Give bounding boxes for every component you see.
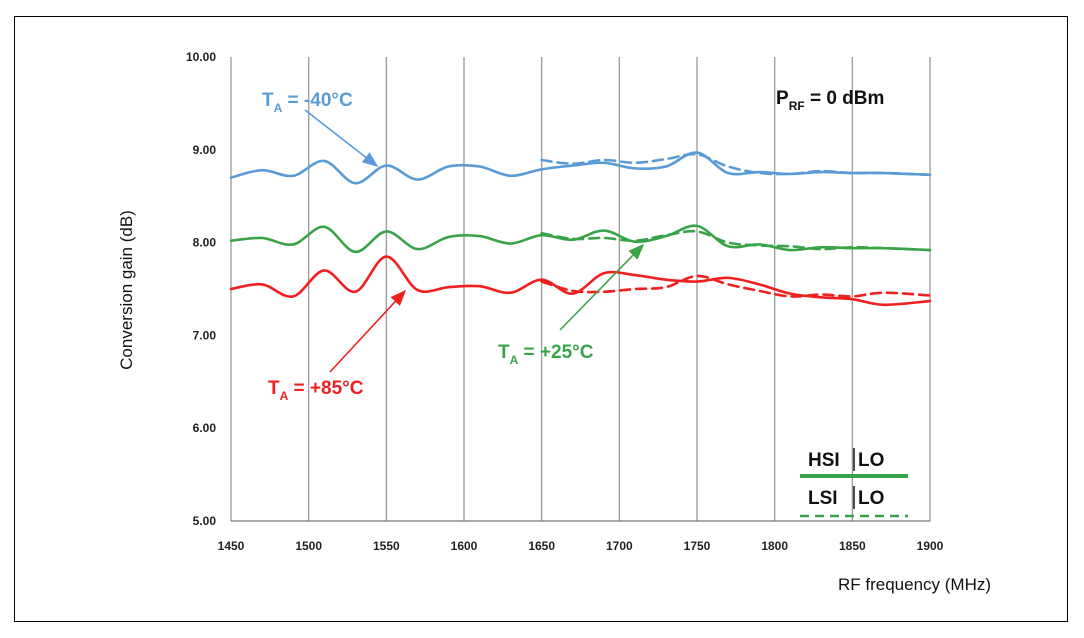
legend-solid-right: LO	[858, 450, 884, 471]
x-tick-label-2: 1550	[373, 539, 400, 553]
grid-lines	[230, 57, 931, 522]
y-tick-label-3: 8.00	[193, 236, 217, 250]
x-tick-labels: 1450 1500 1550 1600 1650 1700 1750 1800 1850 1900	[218, 539, 944, 553]
annotation-room: TA = +25°C	[498, 342, 594, 367]
x-tick-label-6: 1750	[684, 539, 711, 553]
arrow-room	[559, 243, 645, 331]
y-tick-label-1: 6.00	[193, 421, 217, 435]
series-cold-solid	[229, 151, 932, 185]
annotation-power: PRF = 0 dBm	[776, 88, 884, 113]
arrow-hot	[329, 289, 407, 373]
series-hot-dashed	[540, 274, 932, 298]
y-tick-label-5: 10.00	[186, 50, 216, 64]
x-tick-label-0: 1450	[218, 539, 245, 553]
annotation-cold: TA = -40°C	[262, 90, 353, 115]
y-tick-labels: 5.00 6.00 7.00 8.00 9.00 10.00	[186, 50, 216, 528]
series-hot-solid	[229, 255, 932, 307]
series-cold-dashed	[540, 152, 932, 177]
x-tick-label-7: 1800	[761, 539, 788, 553]
legend-dashed-right: LO	[858, 488, 884, 509]
x-tick-label-3: 1600	[451, 539, 478, 553]
annotation-hot: TA = +85°C	[268, 378, 364, 403]
legend: HSI LO LSI LO	[800, 448, 908, 518]
series-layer	[229, 151, 932, 307]
legend-solid-left: HSI	[808, 450, 840, 471]
y-tick-label-4: 9.00	[193, 143, 217, 157]
arrow-cold	[304, 109, 379, 167]
x-tick-label-8: 1850	[839, 539, 866, 553]
y-tick-label-0: 5.00	[193, 514, 217, 528]
x-tick-label-9: 1900	[917, 539, 944, 553]
y-tick-label-2: 7.00	[193, 328, 217, 342]
x-tick-label-5: 1700	[606, 539, 633, 553]
x-axis-title: RF frequency (MHz)	[838, 575, 991, 594]
x-tick-label-1: 1500	[295, 539, 322, 553]
series-room-dashed	[540, 229, 932, 252]
x-tick-label-4: 1650	[528, 539, 555, 553]
legend-dashed-left: LSI	[808, 488, 838, 509]
y-axis-title: Conversion gain (dB)	[117, 210, 136, 370]
